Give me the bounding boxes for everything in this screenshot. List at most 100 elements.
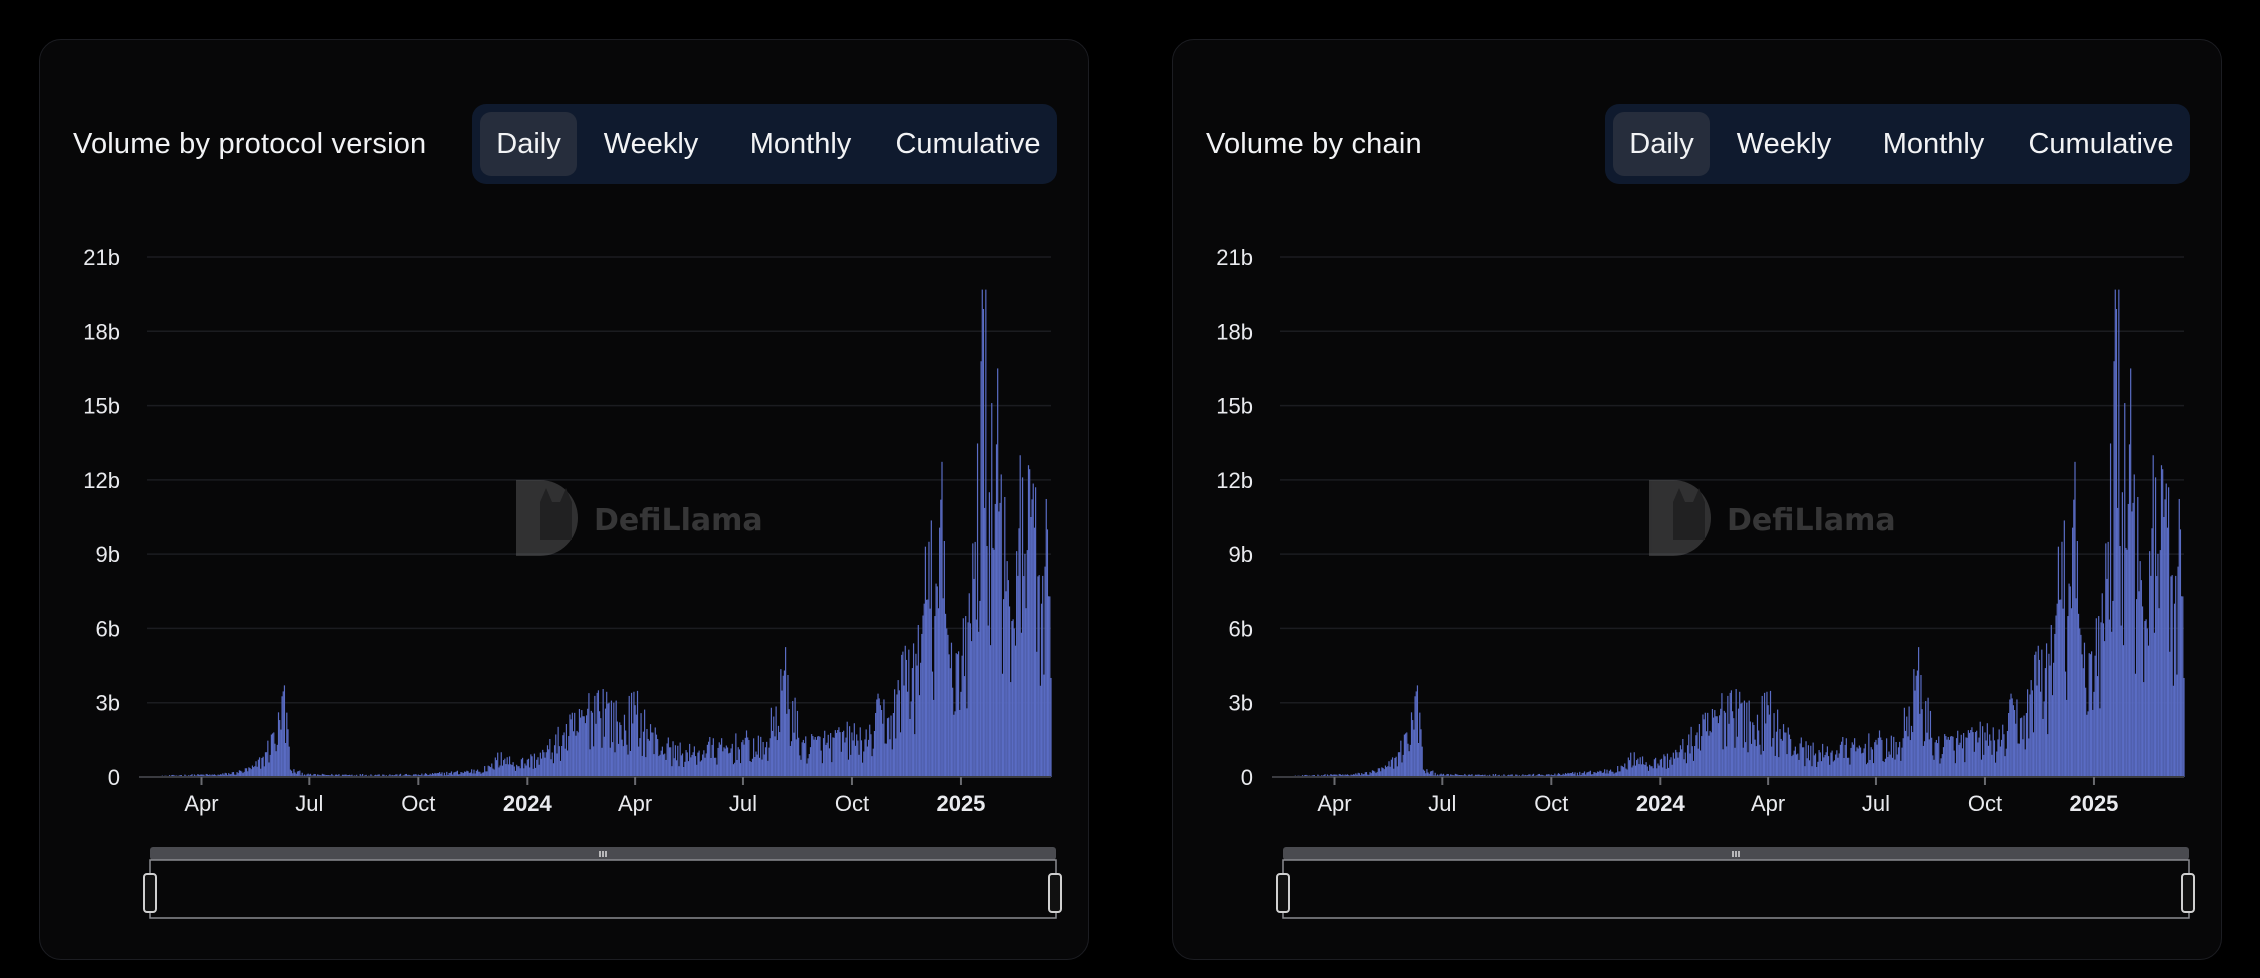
bar: [668, 747, 671, 777]
bar: [343, 774, 345, 777]
bar: [591, 712, 594, 777]
bar: [2145, 619, 2147, 777]
bar: [1368, 774, 1370, 777]
bar: [428, 774, 430, 777]
slider-start-handle[interactable]: [143, 873, 157, 913]
bar: [2140, 580, 2142, 777]
bar: [769, 738, 771, 777]
bar: [777, 725, 780, 777]
bar: [749, 761, 751, 777]
bar: [472, 773, 474, 777]
bar: [652, 732, 654, 777]
bar: [1001, 673, 1004, 777]
bar: [974, 541, 976, 777]
bar: [2178, 498, 2180, 777]
bar: [1849, 764, 1851, 777]
bar: [1876, 744, 1878, 777]
period-cumulative-button[interactable]: Cumulative: [2028, 127, 2174, 160]
slider-window[interactable]: [149, 859, 1057, 919]
bar: [2085, 687, 2087, 777]
bar: [1800, 737, 1802, 777]
bar: [1036, 651, 1038, 777]
bar: [1968, 732, 1971, 777]
bar: [1959, 742, 1961, 777]
bar: [1358, 773, 1360, 777]
period-daily-button[interactable]: Daily: [1613, 112, 1710, 176]
bar: [1586, 772, 1588, 777]
bar: [1457, 774, 1459, 777]
bar: [1367, 774, 1369, 777]
bar: [557, 726, 559, 777]
bar: [274, 743, 276, 777]
bar: [616, 721, 618, 777]
bar: [827, 734, 829, 777]
bar: [1399, 752, 1401, 777]
bar: [950, 642, 953, 777]
bar: [1609, 769, 1612, 777]
bar: [349, 774, 351, 777]
bar: [1386, 767, 1388, 777]
bar: [1440, 773, 1442, 777]
bar: [1654, 757, 1657, 777]
period-toggle-group: Daily Weekly Monthly Cumulative: [1605, 104, 2190, 184]
bar: [1735, 689, 1737, 777]
bar: [243, 771, 245, 777]
bar: [1008, 606, 1011, 777]
bar: [456, 770, 459, 777]
bar: [2010, 693, 2012, 777]
bar: [2015, 723, 2017, 777]
bar: [2070, 608, 2073, 777]
bar: [998, 511, 1000, 777]
bar: [610, 700, 613, 777]
bar: [782, 675, 784, 777]
slider-window[interactable]: [1282, 859, 2190, 919]
bar: [535, 767, 537, 777]
bar: [538, 764, 540, 777]
period-weekly-button[interactable]: Weekly: [1736, 127, 1832, 160]
slider-end-handle[interactable]: [1048, 873, 1062, 913]
bar: [2126, 549, 2128, 777]
period-weekly-button[interactable]: Weekly: [603, 127, 699, 160]
bar: [2160, 465, 2163, 777]
bar: [1883, 762, 1885, 777]
bar: [2099, 708, 2101, 777]
bar: [2111, 631, 2113, 777]
period-daily-button[interactable]: Daily: [480, 112, 577, 176]
period-monthly-button[interactable]: Monthly: [749, 127, 852, 160]
bar: [230, 774, 232, 777]
bar: [697, 752, 699, 777]
bar: [595, 723, 597, 777]
bar: [2034, 654, 2036, 777]
bar: [607, 703, 609, 777]
bar: [1412, 720, 1414, 777]
bar: [2093, 691, 2095, 777]
bar: [1032, 483, 1034, 777]
bar: [1824, 754, 1826, 777]
bar: [1715, 716, 1717, 777]
bar: [840, 751, 842, 777]
bar: [2120, 625, 2122, 777]
bar: [744, 737, 746, 777]
x-tick-label: Oct: [1968, 791, 2002, 816]
bar: [1896, 754, 1898, 777]
bar: [256, 766, 258, 777]
bar: [1375, 773, 1377, 777]
bar: [1705, 731, 1708, 777]
bar: [417, 774, 419, 777]
period-monthly-button[interactable]: Monthly: [1882, 127, 1985, 160]
bar: [1833, 760, 1836, 777]
bar: [510, 764, 512, 777]
bar: [645, 757, 647, 777]
bar: [488, 766, 491, 777]
slider-end-handle[interactable]: [2181, 873, 2195, 913]
y-tick-label: 6b: [96, 616, 120, 641]
bar: [1733, 718, 1735, 777]
bar: [479, 771, 481, 777]
period-cumulative-button[interactable]: Cumulative: [895, 127, 1041, 160]
y-tick-label: 12b: [1216, 468, 1253, 493]
bar: [888, 717, 890, 777]
bar: [1901, 747, 1903, 777]
bar: [1704, 712, 1706, 777]
bar: [801, 742, 803, 777]
slider-start-handle[interactable]: [1276, 873, 1290, 913]
